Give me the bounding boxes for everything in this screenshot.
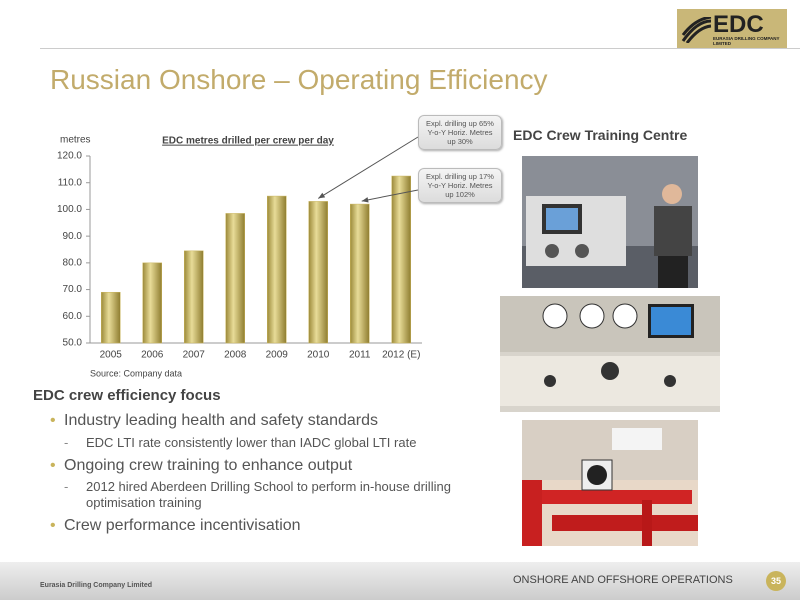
photo [522, 420, 698, 546]
y-tick-label: 90.0 [63, 231, 83, 242]
y-tick-label: 50.0 [63, 338, 83, 349]
arrow-head [318, 192, 326, 199]
logo: EDC EURASIA DRILLING COMPANY LIMITED [677, 9, 787, 48]
bar [267, 195, 287, 344]
x-tick-label: 2005 [100, 350, 123, 361]
logo-mark [681, 17, 712, 43]
callout-arrow [317, 136, 419, 199]
photo [500, 296, 720, 412]
x-tick-label: 2010 [307, 350, 330, 361]
y-tick-label: 60.0 [63, 311, 83, 322]
x-tick-label: 2012 (E) [382, 350, 420, 361]
x-tick-label: 2011 [349, 350, 371, 361]
sub-bullet: EDC LTI rate consistently lower than IAD… [64, 435, 476, 451]
annotation: Expl. drilling up 17% Y-o-Y Horiz. Metre… [418, 168, 502, 203]
y-tick-label: 80.0 [63, 257, 83, 268]
logo-subtitle: EURASIA DRILLING COMPANY LIMITED [713, 36, 780, 46]
chart-source: Source: Company data [90, 368, 182, 378]
y-tick-label: 120.0 [57, 151, 82, 162]
bullet: Industry leading health and safety stand… [50, 412, 378, 430]
arrow-head [361, 197, 369, 203]
photos-title: EDC Crew Training Centre [513, 127, 688, 143]
logo-name: EDC [713, 11, 764, 38]
bar [142, 262, 162, 344]
x-tick-label: 2009 [266, 350, 289, 361]
bar [184, 250, 204, 344]
annotation: Expl. drilling up 65% Y-o-Y Horiz. Metre… [418, 115, 502, 150]
bar [225, 213, 245, 344]
bar [308, 201, 328, 344]
footer-section: ONSHORE AND OFFSHORE OPERATIONS [513, 574, 733, 586]
bar [101, 291, 121, 344]
bar [391, 175, 411, 344]
x-tick-label: 2007 [183, 350, 206, 361]
focus-heading: EDC crew efficiency focus [33, 387, 221, 404]
sub-bullet: 2012 hired Aberdeen Drilling School to p… [64, 479, 476, 511]
y-axis-label: metres [60, 135, 91, 146]
footer-company: Eurasia Drilling Company Limited [40, 582, 153, 589]
y-tick-label: 70.0 [63, 284, 83, 295]
rule [40, 48, 800, 49]
callout-arrow [361, 189, 419, 202]
x-tick-label: 2006 [141, 350, 164, 361]
y-tick-label: 100.0 [57, 204, 82, 215]
slide-title: Russian Onshore – Operating Efficiency [50, 64, 548, 95]
photo [522, 156, 698, 288]
footer: Eurasia Drilling Company Limited ONSHORE… [0, 562, 800, 600]
y-tick-label: 110.0 [58, 177, 83, 188]
chart-title: EDC metres drilled per crew per day [162, 136, 334, 147]
bullet: Crew performance incentivisation [50, 517, 301, 535]
bar [350, 203, 370, 344]
x-tick-label: 2008 [224, 350, 247, 361]
bullet: Ongoing crew training to enhance output [50, 457, 352, 475]
page-number: 35 [766, 571, 786, 591]
